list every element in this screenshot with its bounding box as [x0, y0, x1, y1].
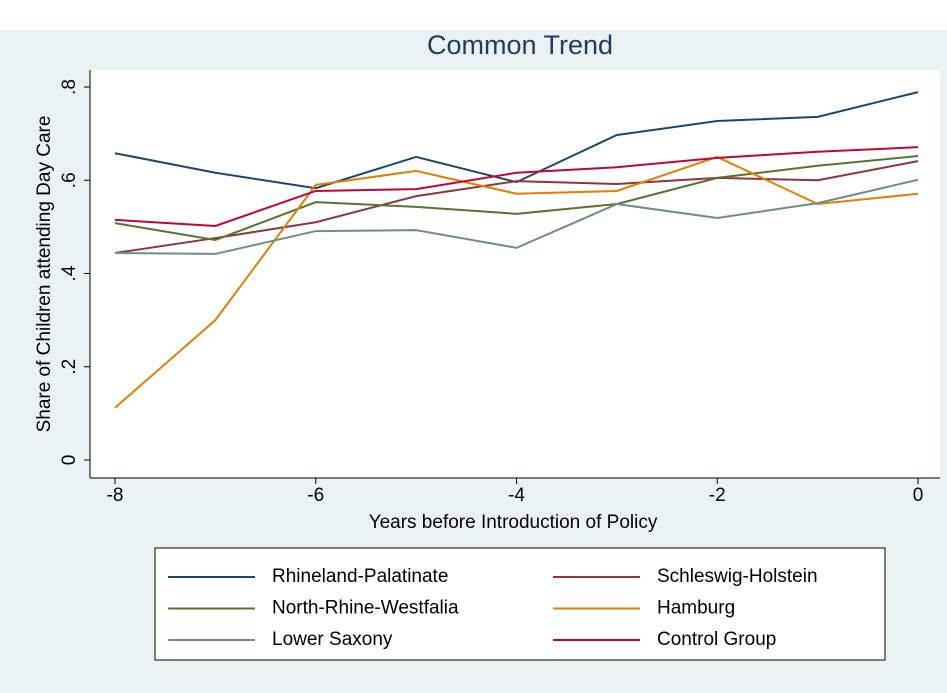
x-tick-label: -6	[307, 485, 324, 506]
x-tick-label: -8	[107, 485, 124, 506]
legend-label: North-Rhine-Westfalia	[272, 598, 459, 619]
series-line	[114, 155, 919, 241]
legend-label: Schleswig-Holstein	[657, 566, 818, 587]
legend	[154, 547, 886, 661]
x-axis-label: Years before Introduction of Policy	[369, 512, 658, 533]
y-tick-label: .8	[59, 79, 80, 95]
legend-label: Lower Saxony	[272, 629, 393, 650]
x-tick-label: 0	[913, 485, 924, 506]
series-line	[114, 178, 919, 255]
series-line	[114, 160, 919, 254]
plot-area	[90, 70, 940, 478]
series-line	[114, 146, 919, 227]
legend-label: Rhineland-Palatinate	[272, 566, 448, 587]
y-tick-label: .2	[59, 359, 80, 375]
x-tick-label: -2	[709, 485, 726, 506]
y-axis-label: Share of Children attending Day Care	[34, 116, 55, 433]
y-tick-label: .4	[59, 265, 80, 281]
legend-label: Control Group	[657, 629, 776, 650]
chart-title: Common Trend	[427, 30, 613, 60]
x-tick-label: -4	[508, 485, 525, 506]
y-tick-label: 0	[59, 455, 80, 466]
series-line	[114, 155, 919, 409]
y-tick-label: .6	[59, 172, 80, 188]
legend-label: Hamburg	[657, 598, 735, 619]
